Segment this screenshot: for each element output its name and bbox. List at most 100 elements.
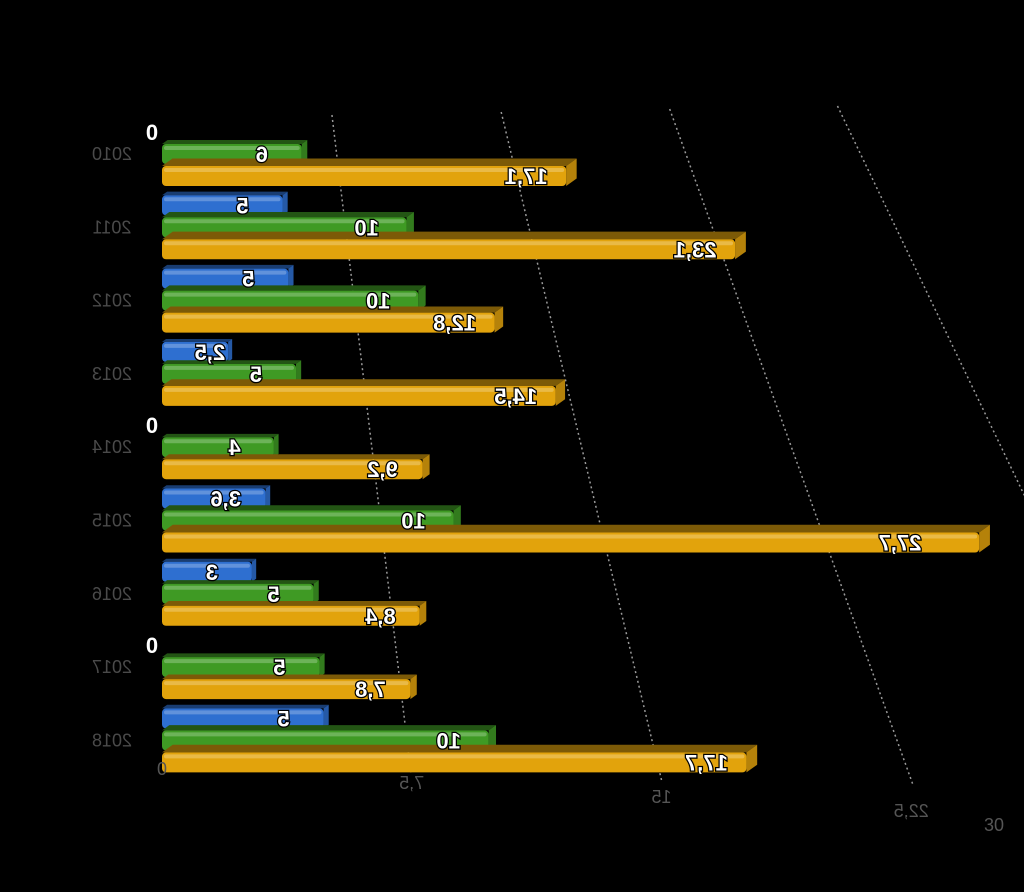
bar-end: [323, 704, 329, 729]
bar-depth: [162, 212, 414, 218]
bar-highlight: [164, 461, 421, 466]
bar-highlight: [164, 365, 295, 370]
data-label: 3,6: [210, 487, 241, 512]
category-label: 2017: [92, 657, 132, 677]
bar-end: [555, 379, 566, 406]
category-label: 2011: [93, 217, 132, 237]
bar-depth: [162, 140, 308, 144]
bar-depth: [162, 339, 233, 342]
bar-highlight: [164, 607, 418, 612]
bar-end: [313, 580, 319, 604]
bar-end: [319, 653, 325, 678]
bar-highlight: [164, 197, 281, 202]
bar-depth: [162, 485, 271, 489]
data-label: 7,8: [355, 677, 386, 702]
bar-highlight: [164, 219, 405, 224]
bar-end: [301, 140, 308, 164]
bar-end: [228, 339, 233, 362]
bar-end: [566, 158, 577, 186]
data-label: 5: [273, 655, 285, 680]
data-label: 5: [277, 706, 289, 731]
data-label: 5: [236, 193, 248, 218]
bar-end: [296, 360, 302, 384]
data-label: 0: [146, 633, 158, 658]
category-label: 2014: [92, 437, 132, 457]
bar-depth: [162, 454, 430, 460]
bar-end: [251, 558, 257, 582]
bar-highlight: [164, 659, 318, 664]
bar-end: [453, 505, 461, 531]
bars: [162, 140, 990, 773]
bar-depth: [162, 674, 417, 680]
bar-end: [410, 674, 417, 700]
bar-end: [265, 485, 271, 509]
data-label: 2,5: [195, 340, 226, 365]
bar-depth: [162, 433, 279, 438]
bar-highlight: [164, 585, 312, 590]
bar-depth: [162, 505, 461, 511]
bar-end: [494, 306, 504, 333]
labels: 07,51522,5300617,1201051023,1201151012,8…: [92, 120, 1004, 835]
bar-highlight: [164, 754, 745, 759]
data-label: 4: [228, 435, 241, 460]
category-label: 2015: [92, 511, 132, 531]
bar-end: [406, 212, 414, 238]
data-label: 6: [256, 142, 268, 167]
bar-end: [979, 524, 990, 553]
data-label: 17,7: [685, 750, 728, 775]
data-label: 3: [206, 560, 218, 585]
bar-highlight: [164, 292, 417, 297]
bar-end: [419, 601, 427, 626]
data-label: 23,1: [674, 237, 717, 262]
data-label: 0: [146, 120, 158, 145]
bar-highlight: [164, 270, 287, 275]
bar-end: [273, 433, 279, 458]
x-tick-label: 30: [984, 815, 1004, 835]
data-label: 14,5: [494, 384, 537, 409]
data-label: 10: [436, 728, 460, 753]
bar-highlight: [164, 512, 452, 517]
data-label: 10: [366, 289, 390, 314]
data-label: 5: [267, 582, 279, 607]
bar-depth: [162, 285, 426, 291]
bar-depth: [162, 580, 319, 584]
category-label: 2012: [92, 291, 132, 311]
bar-end: [488, 725, 497, 751]
x-tick-label: 15: [651, 787, 671, 807]
data-label: 27,7: [879, 531, 922, 556]
bar-depth: [162, 704, 329, 709]
data-label: 5: [250, 362, 262, 387]
bar-end: [735, 231, 746, 260]
bar-depth: [162, 191, 288, 196]
category-label: 2018: [92, 730, 132, 750]
bar-highlight: [164, 343, 227, 348]
gridline: [836, 105, 1024, 497]
bar-depth: [162, 725, 497, 731]
bar-highlight: [164, 490, 264, 495]
category-label: 2016: [92, 584, 132, 604]
bar-depth: [162, 379, 566, 386]
bar-depth: [162, 264, 294, 269]
data-label: 8,4: [364, 604, 395, 629]
data-label: 10: [401, 509, 425, 534]
category-label: 2013: [92, 364, 132, 384]
gridline: [668, 108, 914, 786]
bar-highlight: [164, 387, 554, 392]
category-label: 2010: [92, 144, 132, 164]
data-label: 12,8: [433, 311, 476, 336]
bar-end: [746, 744, 758, 773]
bar-highlight: [164, 439, 272, 444]
bar-highlight: [164, 168, 565, 172]
data-label: 0: [146, 413, 158, 438]
data-label: 17,1: [505, 164, 548, 189]
bar-end: [418, 285, 426, 311]
gridline: [500, 111, 663, 781]
data-label: 9,2: [367, 457, 398, 482]
bar-highlight: [164, 314, 493, 319]
bar-highlight: [164, 534, 978, 539]
bar-highlight: [164, 241, 734, 246]
x-tick-label: 22,5: [894, 801, 929, 821]
bar-depth: [162, 601, 427, 606]
data-label: 5: [242, 267, 254, 292]
